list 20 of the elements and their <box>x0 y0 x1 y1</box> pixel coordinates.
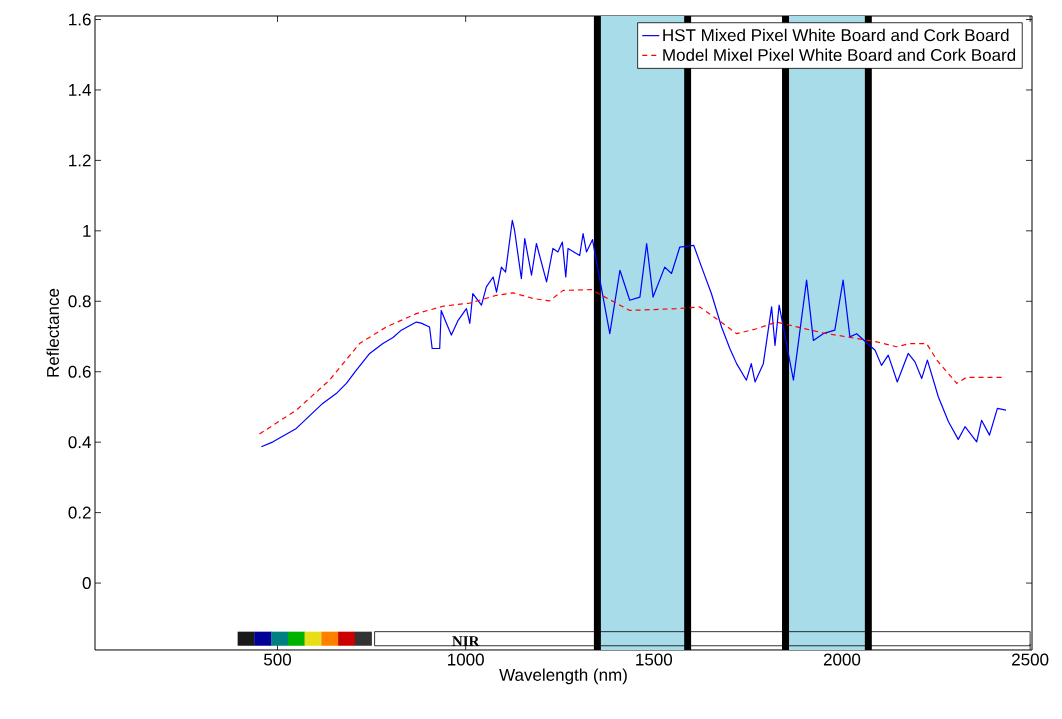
legend-label: HST Mixed Pixel White Board and Cork Board <box>663 28 1009 42</box>
x-tick-label: 1500 <box>636 653 673 666</box>
y-tick-label: 0.6 <box>68 365 91 378</box>
x-axis-title: Wavelength (nm) <box>499 668 627 685</box>
y-tick-label: 1.6 <box>69 13 91 26</box>
y-tick-label: 0.2 <box>68 506 91 519</box>
x-tick-label: 500 <box>264 653 292 666</box>
y-tick-label: 0 <box>82 577 91 590</box>
legend-label: Model Mixel Pixel White Board and Cork Board <box>663 48 1016 62</box>
y-tick-label: 1 <box>83 224 91 237</box>
x-tick-label: 2500 <box>1012 653 1049 666</box>
y-tick-label: 1.2 <box>69 154 91 167</box>
y-tick-label: 0.8 <box>68 295 91 308</box>
y-tick-label: 0.4 <box>68 436 91 449</box>
y-tick-label: 1.4 <box>69 84 91 96</box>
line-series <box>260 219 1007 448</box>
x-tick-label: 1000 <box>448 653 484 666</box>
x-tick-label: 2000 <box>823 653 861 666</box>
annotation: NIR <box>452 636 480 647</box>
y-axis-title: Reflectance <box>46 288 59 377</box>
